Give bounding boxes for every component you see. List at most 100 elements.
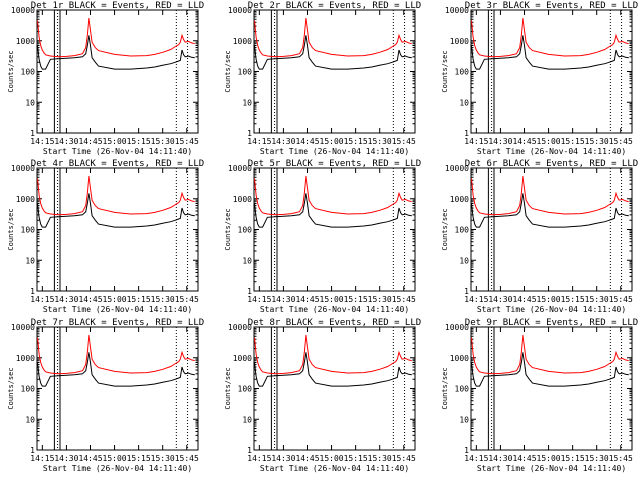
panel-title: Det 2r BLACK = Events, RED = LLD	[248, 1, 421, 11]
y-tick-label: 1	[464, 446, 469, 455]
y-tick-label: 10000	[228, 164, 252, 173]
x-tick-label: 14:30	[271, 454, 295, 463]
x-tick-label: 14:15	[464, 295, 488, 304]
x-tick-label: 15:15	[127, 137, 151, 146]
y-axis-label: Counts/sec	[224, 50, 232, 92]
events-series-line	[37, 352, 195, 387]
y-tick-label: 1	[30, 129, 35, 138]
y-tick-label: 10	[242, 415, 252, 424]
y-tick-label: 10000	[445, 323, 469, 332]
x-tick-label: 15:45	[609, 295, 633, 304]
y-axis-label: Counts/sec	[441, 50, 449, 92]
y-axis-label: Counts/sec	[224, 208, 232, 250]
x-tick-label: 14:15	[30, 295, 54, 304]
x-tick-label: 15:15	[127, 454, 151, 463]
x-tick-label: 15:30	[368, 137, 392, 146]
y-tick-label: 100	[21, 385, 36, 394]
x-axis-label: Start Time (26-Nov-04 14:11:40)	[260, 305, 409, 314]
x-tick-label: 15:45	[175, 454, 199, 463]
panel-title: Det 8r BLACK = Events, RED = LLD	[248, 318, 421, 328]
plot-frame	[36, 9, 199, 134]
x-tick-label: 14:15	[464, 137, 488, 146]
y-tick-label: 1	[247, 129, 252, 138]
lld-series-line	[471, 17, 629, 58]
y-tick-label: 1000	[233, 195, 252, 204]
x-tick-label: 14:30	[488, 454, 512, 463]
y-tick-label: 1	[247, 446, 252, 455]
y-tick-label: 100	[455, 385, 470, 394]
lld-series-line	[254, 334, 412, 375]
x-tick-label: 14:45	[295, 137, 319, 146]
y-tick-label: 10	[25, 256, 35, 265]
lld-series-line	[254, 17, 412, 58]
y-tick-label: 10	[459, 98, 469, 107]
panel-9: Det 9r BLACK = Events, RED = LLD 1 10 100 10…	[441, 318, 638, 473]
x-tick-label: 14:30	[271, 295, 295, 304]
y-tick-label: 10000	[11, 323, 35, 332]
x-tick-label: 14:30	[488, 137, 512, 146]
y-tick-label: 10	[25, 98, 35, 107]
panel-title: Det 4r BLACK = Events, RED = LLD	[31, 159, 204, 169]
lld-series-line	[37, 17, 195, 58]
x-tick-label: 15:45	[392, 454, 416, 463]
events-series-line	[37, 35, 195, 70]
y-tick-label: 10000	[11, 164, 35, 173]
y-tick-label: 1	[247, 287, 252, 296]
x-tick-label: 15:30	[368, 295, 392, 304]
panel-title: Det 7r BLACK = Events, RED = LLD	[31, 318, 204, 328]
y-tick-label: 1	[464, 129, 469, 138]
x-tick-label: 14:45	[78, 295, 102, 304]
y-tick-label: 10	[242, 256, 252, 265]
y-tick-label: 1000	[450, 354, 469, 363]
x-tick-label: 15:45	[392, 295, 416, 304]
x-tick-label: 15:30	[585, 295, 609, 304]
y-tick-label: 100	[238, 226, 253, 235]
x-tick-label: 14:30	[54, 137, 78, 146]
x-tick-label: 15:00	[320, 454, 344, 463]
x-tick-label: 14:45	[512, 454, 536, 463]
events-series-line	[37, 193, 195, 228]
x-tick-label: 14:30	[488, 295, 512, 304]
panel-6: Det 6r BLACK = Events, RED = LLD 1 10 100 10…	[441, 159, 638, 314]
panel-title: Det 3r BLACK = Events, RED = LLD	[465, 1, 638, 11]
x-tick-label: 15:15	[344, 295, 368, 304]
y-tick-label: 100	[455, 68, 470, 77]
x-tick-label: 14:45	[295, 454, 319, 463]
x-tick-label: 15:15	[344, 454, 368, 463]
x-tick-label: 15:15	[561, 137, 585, 146]
x-tick-label: 15:00	[103, 454, 127, 463]
y-axis-label: Counts/sec	[7, 367, 15, 409]
x-tick-label: 14:15	[30, 137, 54, 146]
x-tick-label: 14:45	[78, 137, 102, 146]
y-axis-label: Counts/sec	[7, 208, 15, 250]
x-axis-label: Start Time (26-Nov-04 14:11:40)	[260, 147, 409, 156]
x-axis-label: Start Time (26-Nov-04 14:11:40)	[477, 305, 626, 314]
x-tick-label: 14:45	[78, 454, 102, 463]
panel-title: Det 6r BLACK = Events, RED = LLD	[465, 159, 638, 169]
x-tick-label: 15:00	[320, 295, 344, 304]
x-tick-label: 14:15	[247, 295, 271, 304]
y-axis-label: Counts/sec	[224, 367, 232, 409]
x-axis-label: Start Time (26-Nov-04 14:11:40)	[260, 464, 409, 473]
lld-series-line	[37, 334, 195, 375]
x-tick-label: 15:00	[103, 295, 127, 304]
x-tick-label: 14:30	[271, 137, 295, 146]
plot-frame	[36, 167, 199, 292]
x-tick-label: 15:15	[561, 295, 585, 304]
events-series-line	[254, 193, 412, 228]
y-tick-label: 1	[30, 446, 35, 455]
x-tick-label: 15:45	[609, 454, 633, 463]
lld-series-line	[471, 334, 629, 375]
y-tick-label: 1	[30, 287, 35, 296]
x-tick-label: 15:00	[537, 295, 561, 304]
y-tick-label: 10000	[445, 164, 469, 173]
events-series-line	[254, 35, 412, 70]
lld-series-line	[37, 175, 195, 216]
panel-title: Det 9r BLACK = Events, RED = LLD	[465, 318, 638, 328]
x-tick-label: 14:45	[512, 295, 536, 304]
x-tick-label: 15:30	[151, 454, 175, 463]
y-tick-label: 10	[459, 415, 469, 424]
x-tick-label: 14:15	[30, 454, 54, 463]
y-axis-label: Counts/sec	[441, 367, 449, 409]
